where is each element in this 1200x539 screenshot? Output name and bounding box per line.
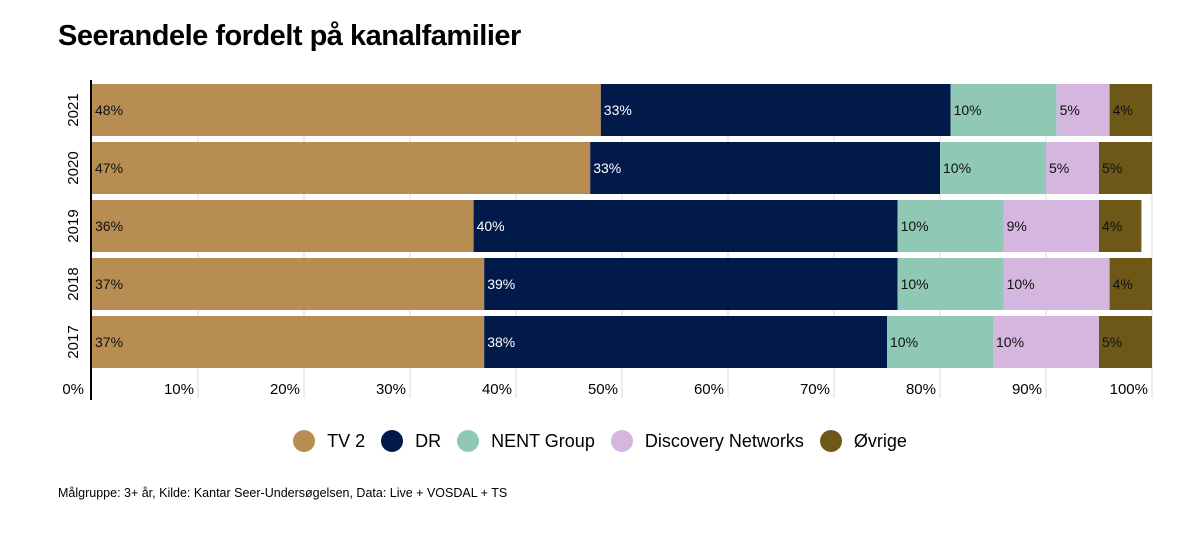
- bar-segment: [92, 258, 485, 310]
- bar-segment: [600, 84, 951, 136]
- chart-title: Seerandele fordelt på kanalfamilier: [58, 20, 521, 52]
- bar-segment: [1003, 200, 1099, 252]
- bar-segment: [1099, 200, 1142, 252]
- y-axis-labels: 2021 2020 2019 2018 2017: [65, 93, 82, 358]
- bar-segment: [92, 84, 601, 136]
- legend-swatch: [610, 430, 633, 452]
- legend-item: Øvrige: [819, 430, 907, 452]
- bar-segment: [940, 142, 1046, 194]
- data-label: 10%: [943, 160, 971, 176]
- data-label: 4%: [1102, 218, 1122, 234]
- legend-item: Discovery Networks: [610, 430, 804, 452]
- bar-segment: [590, 142, 940, 194]
- legend-label: TV 2: [327, 430, 366, 451]
- y-tick-label: 2020: [65, 151, 82, 184]
- bar-segment: [1003, 258, 1110, 310]
- bar-segment: [950, 84, 1057, 136]
- x-tick-label: 20%: [270, 381, 300, 398]
- x-tick-label: 40%: [482, 381, 512, 398]
- data-label: 37%: [95, 276, 123, 292]
- bar-segment: [1046, 142, 1099, 194]
- bar-segment: [897, 200, 1004, 252]
- data-label: 10%: [954, 102, 982, 118]
- stacked-bar-chart: 48% 33% 10% 5% 4% 47% 33% 10% 5% 5% 36% 40% 10% 9% 4% 3…: [62, 80, 1153, 400]
- data-label: 10%: [901, 276, 929, 292]
- bar-segment: [92, 316, 485, 368]
- y-tick-label: 2019: [65, 209, 82, 242]
- x-tick-label: 100%: [1110, 381, 1148, 398]
- legend-label: Øvrige: [853, 430, 907, 451]
- x-tick-label: 80%: [906, 381, 936, 398]
- bars: [92, 84, 1152, 368]
- data-label: 4%: [1113, 276, 1133, 292]
- data-label: 10%: [996, 334, 1024, 350]
- x-tick-label: 30%: [376, 381, 406, 398]
- data-label: 33%: [593, 160, 621, 176]
- y-tick-label: 2018: [65, 267, 82, 300]
- bar-segment: [92, 142, 591, 194]
- data-label: 48%: [95, 102, 123, 118]
- bar-segment: [897, 258, 1004, 310]
- bar-segment: [993, 316, 1099, 368]
- data-label: 38%: [487, 334, 515, 350]
- data-label: 10%: [1007, 276, 1035, 292]
- legend: TV 2 DR NENT Group Discovery Networks Øvrige: [0, 430, 1200, 452]
- data-label: 5%: [1060, 102, 1080, 118]
- bar-segment: [92, 200, 474, 252]
- bar-segment: [484, 316, 887, 368]
- bar-segment: [1099, 142, 1152, 194]
- bar-segment: [1056, 84, 1110, 136]
- data-label: 10%: [890, 334, 918, 350]
- data-label: 37%: [95, 334, 123, 350]
- x-tick-label: 60%: [694, 381, 724, 398]
- bar-segment: [887, 316, 993, 368]
- legend-swatch: [381, 430, 404, 452]
- bar-segment: [1109, 258, 1152, 310]
- data-label: 5%: [1102, 160, 1122, 176]
- y-tick-label: 2021: [65, 93, 82, 126]
- data-label: 4%: [1113, 102, 1133, 118]
- data-label: 5%: [1049, 160, 1069, 176]
- legend-label: DR: [415, 430, 442, 451]
- y-tick-label: 2017: [65, 325, 82, 358]
- source-note: Målgruppe: 3+ år, Kilde: Kantar Seer-Und…: [58, 486, 508, 500]
- x-tick-label: 10%: [164, 381, 194, 398]
- legend-swatch: [457, 430, 480, 452]
- legend-item: NENT Group: [457, 430, 595, 452]
- legend-label: Discovery Networks: [644, 430, 804, 451]
- legend-label: NENT Group: [491, 430, 595, 451]
- bar-segment: [484, 258, 898, 310]
- bar-segment: [473, 200, 898, 252]
- data-label: 39%: [487, 276, 515, 292]
- x-axis-labels: 0% 10% 20% 30% 40% 50% 60% 70% 80% 90% 100%: [62, 381, 1148, 398]
- data-label: 36%: [95, 218, 123, 234]
- data-label: 9%: [1007, 218, 1027, 234]
- data-label: 5%: [1102, 334, 1122, 350]
- x-tick-label: 50%: [588, 381, 618, 398]
- data-label: 47%: [95, 160, 123, 176]
- bar-segment: [1109, 84, 1152, 136]
- legend-swatch: [293, 430, 316, 452]
- legend-swatch: [819, 430, 842, 452]
- data-label: 40%: [477, 218, 505, 234]
- x-tick-label: 70%: [800, 381, 830, 398]
- bar-segment: [1099, 316, 1152, 368]
- data-label: 10%: [901, 218, 929, 234]
- bar-labels: 48% 33% 10% 5% 4% 47% 33% 10% 5% 5% 36% 40% 10% 9% 4% 3…: [95, 102, 1133, 350]
- legend-item: TV 2: [293, 430, 365, 452]
- data-label: 33%: [604, 102, 632, 118]
- x-tick-label: 90%: [1012, 381, 1042, 398]
- x-tick-label: 0%: [62, 381, 84, 398]
- legend-item: DR: [381, 430, 441, 452]
